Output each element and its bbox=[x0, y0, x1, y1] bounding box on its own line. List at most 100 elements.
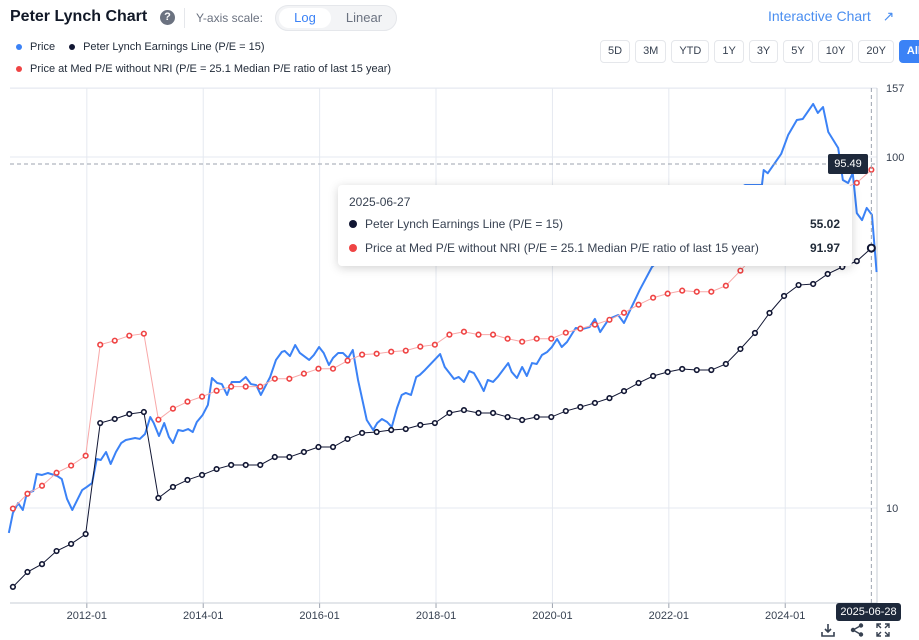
earnings-point bbox=[431, 419, 438, 427]
earnings-point bbox=[751, 329, 759, 337]
range-3y-button[interactable]: 3Y bbox=[748, 40, 779, 63]
x-tick-label: 2012-01 bbox=[67, 610, 107, 622]
range-3m-button[interactable]: 3M bbox=[635, 40, 667, 63]
median-pe-point bbox=[359, 351, 366, 358]
median-pe-point bbox=[577, 325, 584, 332]
earnings-point bbox=[82, 530, 89, 538]
earnings-point bbox=[169, 483, 177, 491]
median-pe-point bbox=[228, 383, 235, 390]
range-10y-button[interactable]: 10Y bbox=[817, 40, 854, 63]
median-pe-point bbox=[300, 370, 308, 377]
range-5y-button[interactable]: 5Y bbox=[783, 40, 813, 63]
earnings-point bbox=[446, 409, 453, 417]
earnings-point bbox=[111, 415, 118, 423]
median-pe-point bbox=[606, 316, 613, 323]
share-icon[interactable] bbox=[849, 622, 865, 638]
download-icon[interactable] bbox=[820, 622, 836, 638]
x-tick-label: 2014-01 bbox=[183, 610, 223, 622]
median-pe-point bbox=[635, 301, 642, 308]
median-pe-point bbox=[140, 330, 147, 337]
median-pe-point bbox=[344, 357, 351, 364]
earnings-point bbox=[213, 465, 220, 473]
median-pe-point bbox=[664, 290, 671, 297]
earnings-point bbox=[853, 258, 860, 265]
header-divider bbox=[184, 8, 185, 28]
x-tick-label: 2020-01 bbox=[532, 610, 572, 622]
earnings-point bbox=[359, 429, 366, 437]
median-pe-point bbox=[24, 490, 31, 497]
median-pe-point bbox=[679, 287, 686, 294]
median-pe-point bbox=[708, 288, 715, 295]
earnings-point bbox=[708, 366, 715, 374]
median-pe-line bbox=[12, 169, 872, 509]
earnings-point bbox=[679, 365, 686, 373]
legend-price[interactable]: Price bbox=[30, 41, 56, 53]
legend-earnings[interactable]: Peter Lynch Earnings Line (P/E = 15) bbox=[83, 41, 265, 53]
earnings-point bbox=[504, 413, 511, 421]
tooltip-row-earnings: Peter Lynch Earnings Line (P/E = 15) 55.… bbox=[349, 217, 840, 231]
y-axis-scale-label: Y-axis scale: bbox=[196, 11, 263, 25]
earnings-point bbox=[650, 372, 657, 380]
median-dot-icon bbox=[349, 244, 357, 252]
earnings-point bbox=[155, 494, 162, 502]
earnings-point bbox=[460, 406, 468, 414]
external-link-icon: ↗ bbox=[882, 8, 895, 24]
earnings-point bbox=[242, 461, 249, 469]
y-tick-label: 10 bbox=[886, 503, 898, 515]
range-all-button[interactable]: All bbox=[898, 40, 919, 63]
earnings-point bbox=[329, 443, 337, 451]
tooltip-label: Peter Lynch Earnings Line (P/E = 15) bbox=[365, 217, 563, 231]
legend-row-2: Price at Med P/E without NRI (P/E = 25.1… bbox=[16, 63, 391, 75]
range-20y-button[interactable]: 20Y bbox=[858, 40, 894, 63]
range-1y-button[interactable]: 1Y bbox=[714, 40, 744, 63]
earnings-point bbox=[300, 448, 308, 456]
median-pe-point bbox=[722, 282, 729, 289]
earnings-dot-icon bbox=[349, 220, 357, 228]
crosshair-date-label: 2025-06-28 bbox=[836, 603, 901, 621]
earnings-point bbox=[780, 292, 788, 300]
median-pe-point bbox=[446, 331, 453, 338]
earnings-point bbox=[140, 408, 147, 416]
median-pe-point bbox=[460, 328, 468, 335]
earnings-point bbox=[68, 540, 75, 548]
median-pe-point bbox=[257, 383, 264, 390]
earnings-point bbox=[795, 281, 802, 289]
y-axis-scale-toggle: Log Linear bbox=[275, 5, 397, 31]
scale-option-log[interactable]: Log bbox=[279, 8, 331, 28]
median-pe-point bbox=[431, 341, 438, 348]
earnings-point bbox=[228, 461, 235, 469]
help-icon[interactable]: ? bbox=[160, 10, 175, 25]
earnings-point bbox=[620, 388, 628, 395]
median-pe-point bbox=[475, 331, 482, 338]
median-legend-dot bbox=[16, 66, 22, 72]
crosshair-price-label: 95.49 bbox=[828, 154, 868, 174]
x-tick-label: 2016-01 bbox=[299, 610, 339, 622]
earnings-point bbox=[722, 360, 729, 368]
median-pe-point bbox=[169, 405, 177, 412]
earnings-point bbox=[373, 428, 380, 436]
range-5d-button[interactable]: 5D bbox=[600, 40, 631, 63]
tooltip-value: 55.02 bbox=[809, 217, 840, 231]
range-ytd-button[interactable]: YTD bbox=[671, 40, 710, 63]
median-pe-point bbox=[737, 267, 744, 274]
earnings-point bbox=[271, 453, 278, 461]
price-line bbox=[7, 102, 878, 534]
median-pe-point bbox=[111, 337, 118, 344]
earnings-point bbox=[810, 280, 817, 288]
earnings-point bbox=[417, 421, 424, 429]
median-pe-point bbox=[417, 343, 424, 350]
fullscreen-icon[interactable] bbox=[875, 622, 891, 638]
tooltip-label: Price at Med P/E without NRI (P/E = 25.1… bbox=[365, 241, 759, 255]
earnings-point bbox=[184, 476, 191, 484]
median-pe-point bbox=[184, 398, 191, 405]
median-pe-point bbox=[242, 383, 249, 390]
earnings-point bbox=[53, 547, 60, 555]
earnings-point bbox=[198, 471, 206, 479]
interactive-chart-link[interactable]: Interactive Chart ↗ bbox=[768, 8, 894, 25]
median-pe-point bbox=[562, 329, 569, 336]
scale-option-linear[interactable]: Linear bbox=[345, 10, 383, 25]
earnings-point bbox=[38, 561, 46, 568]
median-pe-point bbox=[373, 350, 380, 357]
legend-median[interactable]: Price at Med P/E without NRI (P/E = 25.1… bbox=[30, 63, 392, 75]
